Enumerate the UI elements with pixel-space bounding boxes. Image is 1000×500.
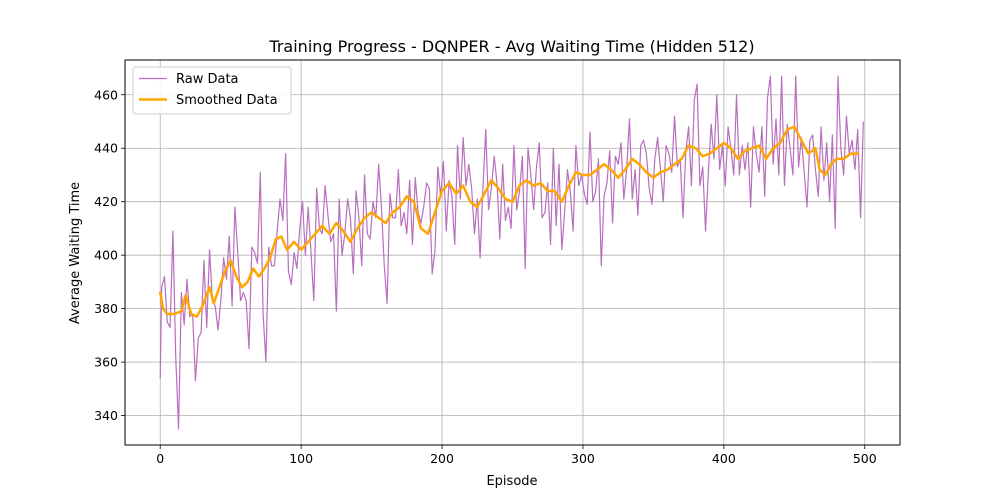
legend: Raw Data Smoothed Data <box>132 66 292 115</box>
plot-frame <box>124 59 901 446</box>
y-tick-label: 460 <box>94 87 118 102</box>
y-tick-label: 340 <box>94 408 118 423</box>
x-tick-label: 100 <box>289 451 313 466</box>
smoothed-data-line <box>158 125 859 318</box>
chart-title: Training Progress - DQNPER - Avg Waiting… <box>268 37 754 56</box>
y-tick-label: 380 <box>94 301 118 316</box>
y-tick-label: 360 <box>94 355 118 370</box>
x-tick-label: 500 <box>853 451 877 466</box>
y-tick-label: 440 <box>94 141 118 156</box>
raw-data-line <box>159 75 864 430</box>
x-tick-label: 300 <box>571 451 595 466</box>
y-axis-label: Average Waiting Time <box>68 182 83 324</box>
y-tick-label: 400 <box>94 248 118 263</box>
legend-smoothed-label: Smoothed Data <box>176 93 278 108</box>
legend-raw-label: Raw Data <box>176 72 239 87</box>
x-tick-label: 200 <box>430 451 454 466</box>
x-tick-label: 0 <box>156 451 164 466</box>
legend-box <box>132 66 292 115</box>
x-axis-label: Episode <box>486 474 537 489</box>
y-tick-label: 420 <box>94 194 118 209</box>
x-tick-label: 400 <box>712 451 736 466</box>
